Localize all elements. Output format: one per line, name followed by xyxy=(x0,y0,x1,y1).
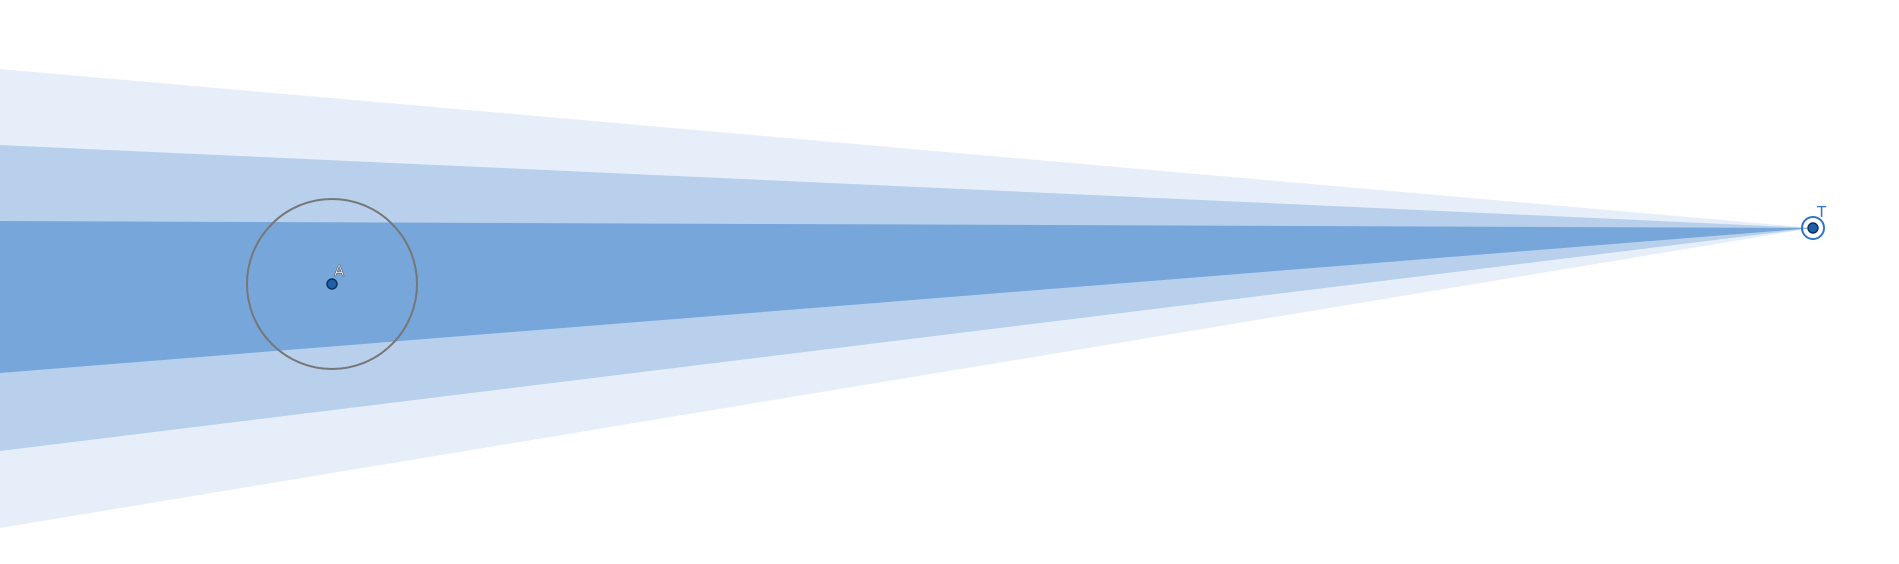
point-t-selection-ring[interactable] xyxy=(1801,216,1825,240)
point-t[interactable] xyxy=(1807,222,1819,234)
point-t-label: T xyxy=(1816,203,1827,221)
point-a-label: A xyxy=(334,262,345,280)
point-a[interactable] xyxy=(326,278,338,290)
inner-wedge[interactable] xyxy=(0,221,1813,373)
circle-around-point-a[interactable] xyxy=(246,198,418,370)
